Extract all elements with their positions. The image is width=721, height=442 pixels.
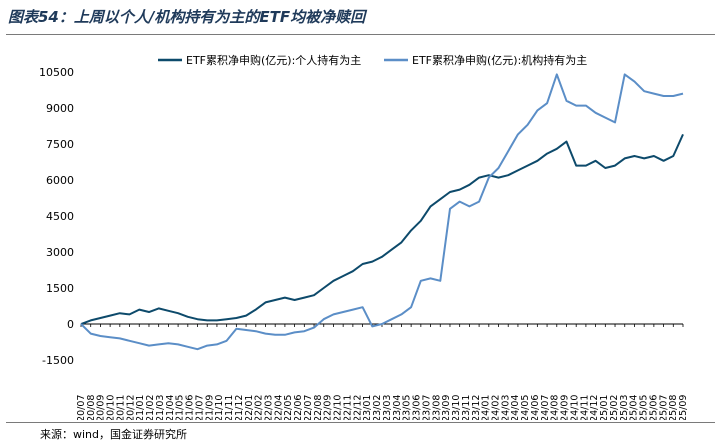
series-line-individual — [80, 133, 684, 325]
x-tick-label: 2021/09 — [204, 395, 215, 420]
x-tick-label: 2021/02 — [145, 395, 156, 420]
x-tick-label: 2023/07 — [421, 395, 432, 420]
x-tick-label: 2021/07 — [194, 395, 205, 420]
x-tick-label: 2022/01 — [244, 395, 255, 420]
legend-label: ETF累积净申购(亿元):机构持有为主 — [412, 53, 587, 67]
x-tick-label: 2020/11 — [115, 395, 126, 420]
x-tick-label: 2020/08 — [86, 395, 97, 420]
x-tick-label: 2022/06 — [293, 395, 304, 420]
x-tick-label: 2021/11 — [224, 395, 235, 420]
y-tick-label: 1500 — [46, 282, 74, 295]
x-tick-label: 2023/08 — [431, 395, 442, 420]
y-tick-label: 4500 — [46, 210, 74, 223]
x-tick-label: 2022/10 — [333, 395, 344, 420]
x-tick-label: 2022/07 — [303, 395, 314, 420]
x-tick-label: 2022/02 — [254, 395, 265, 420]
x-tick-label: 2024/11 — [579, 395, 590, 420]
x-tick-label: 2024/01 — [481, 395, 492, 420]
x-tick-label: 2023/01 — [362, 395, 373, 420]
x-tick-label: 2025/06 — [648, 395, 659, 420]
x-tick-label: 2021/04 — [165, 395, 176, 420]
source-note: 来源：wind，国金证券研究所 — [40, 428, 188, 441]
title-divider — [6, 34, 715, 35]
x-tick-label: 2022/08 — [313, 395, 324, 420]
x-tick-label: 2025/02 — [609, 395, 620, 420]
x-tick-label: 2023/03 — [382, 395, 393, 420]
x-tick-label: 2022/09 — [323, 395, 334, 420]
x-tick-label: 2023/10 — [451, 395, 462, 420]
x-tick-label: 2025/04 — [629, 395, 640, 420]
x-tick-label: 2023/12 — [471, 395, 482, 420]
x-tick-label: 2025/09 — [678, 395, 689, 420]
x-tick-label: 2025/07 — [658, 395, 669, 420]
series-layer — [80, 73, 684, 351]
x-tick-label: 2021/05 — [175, 395, 186, 420]
x-tick-label: 2021/06 — [185, 395, 196, 420]
x-tick-label: 2025/05 — [639, 395, 650, 420]
x-tick-label: 2020/09 — [96, 395, 107, 420]
x-tick-label: 2021/03 — [155, 395, 166, 420]
x-tick-label: 2024/08 — [550, 395, 561, 420]
x-tick-label: 2023/06 — [412, 395, 423, 420]
x-tick-label: 2024/02 — [490, 395, 501, 420]
x-tick-label: 2023/05 — [402, 395, 413, 420]
x-tick-label: 2024/09 — [560, 395, 571, 420]
x-tick-label: 2021/01 — [135, 395, 146, 420]
x-tick-label: 2022/05 — [283, 395, 294, 420]
y-tick-label: 7500 — [46, 138, 74, 151]
x-tick-label: 2020/07 — [76, 395, 87, 420]
x-tick-label: 2024/06 — [530, 395, 541, 420]
x-tick-labels: 2020/072020/082020/092020/102020/112020/… — [76, 395, 689, 420]
line-chart: ETF累积净申购(亿元):个人持有为主 ETF累积净申购(亿元):机构持有为主 -… — [39, 53, 689, 420]
x-tick-label: 2023/02 — [372, 395, 383, 420]
x-tick-label: 2022/03 — [264, 395, 275, 420]
y-tick-label: 9000 — [46, 102, 74, 115]
x-tick-label: 2021/12 — [234, 395, 245, 420]
x-tick-label: 2022/04 — [273, 395, 284, 420]
x-tick-label: 2024/04 — [510, 395, 521, 420]
x-tick-label: 2023/04 — [392, 395, 403, 420]
x-tick-label: 2024/07 — [540, 395, 551, 420]
y-axis: -1500 0 1500 3000 4500 6000 7500 9000 10500 — [39, 66, 74, 367]
x-tick-label: 2025/03 — [619, 395, 630, 420]
x-tick-label: 2025/08 — [668, 395, 679, 420]
y-tick-label: 3000 — [46, 246, 74, 259]
x-tick-label: 2020/12 — [125, 395, 136, 420]
x-tick-label: 2024/10 — [569, 395, 580, 420]
chart-title: 图表54：上周以个人/机构持有为主的ETF均被净赎回 — [8, 8, 366, 26]
x-tick-label: 2024/12 — [589, 395, 600, 420]
x-tick-label: 2023/11 — [461, 395, 472, 420]
x-tick-label: 2024/03 — [500, 395, 511, 420]
x-tick-label: 2023/09 — [441, 395, 452, 420]
x-tick-label: 2024/05 — [520, 395, 531, 420]
x-tick-label: 2022/11 — [342, 395, 353, 420]
x-tick-label: 2021/10 — [214, 395, 225, 420]
footer-divider — [6, 422, 715, 423]
x-tick-label: 2022/12 — [352, 395, 363, 420]
legend: ETF累积净申购(亿元):个人持有为主 ETF累积净申购(亿元):机构持有为主 — [158, 53, 587, 67]
x-tick-label: 2025/01 — [599, 395, 610, 420]
y-tick-label: -1500 — [42, 354, 74, 367]
legend-label: ETF累积净申购(亿元):个人持有为主 — [186, 53, 361, 67]
series-line-institutional — [80, 73, 684, 351]
y-tick-label: 0 — [67, 318, 74, 331]
y-tick-label: 6000 — [46, 174, 74, 187]
y-tick-label: 10500 — [39, 66, 74, 79]
x-tick-label: 2020/10 — [106, 395, 117, 420]
